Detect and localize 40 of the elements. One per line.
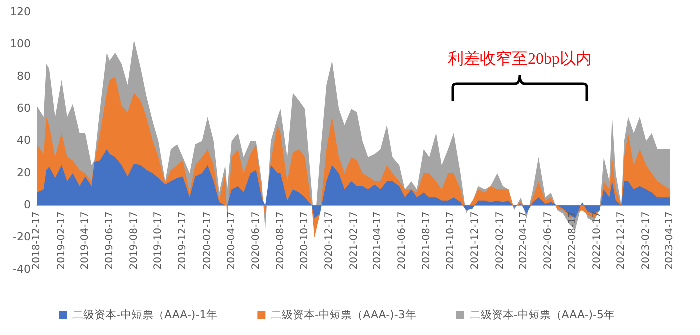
x-tick-label: 2019-06-17: [104, 212, 116, 270]
x-tick-label: 2021-04-17: [372, 212, 384, 270]
y-tick-label: 20: [16, 166, 31, 180]
y-tick-label: 0: [24, 198, 31, 212]
y-tick-label: -20: [13, 230, 31, 244]
y-tick-label: 100: [10, 38, 31, 51]
x-tick-label: 2020-06-17: [250, 212, 262, 270]
y-tick-label: -40: [13, 262, 31, 276]
x-tick-label: 2021-06-17: [396, 212, 408, 270]
annotation: 利差收窄至20bp以内: [448, 50, 592, 68]
x-tick-label: 2021-12-17: [470, 212, 482, 270]
x-tick-label: 2022-08-17: [567, 212, 578, 270]
x-tick-label: 2022-04-17: [518, 212, 530, 270]
x-tick-label: 2019-10-17: [153, 212, 164, 270]
x-tick-label: 2020-12-17: [324, 212, 336, 270]
x-tick-label: 2022-10-17: [592, 212, 603, 270]
y-tick-label: 80: [16, 70, 31, 83]
x-tick-label: 2019-04-17: [80, 212, 92, 270]
x-tick-label: 2021-02-17: [348, 212, 360, 270]
x-tick-label: 2018-12-17: [32, 212, 43, 270]
x-tick-label: 2021-08-17: [421, 212, 432, 270]
x-tick-label: 2020-04-17: [226, 212, 238, 270]
x-tick-label: 2020-10-17: [300, 212, 311, 270]
legend-label: 二级资本-中短票（AAA-)-1年: [72, 308, 218, 322]
x-tick-label: 2021-10-17: [446, 212, 457, 270]
x-tick-label: 2022-12-17: [616, 212, 628, 270]
x-tick-label: 2019-12-17: [178, 212, 189, 270]
x-tick-label: 2020-08-17: [275, 212, 286, 270]
legend-label: 二级资本-中短票（AAA-)-3年: [271, 308, 416, 322]
legend-label: 二级资本-中短票（AAA-)-5年: [470, 308, 615, 322]
x-tick-label: 2023-04-17: [664, 212, 676, 270]
x-tick-label: 2023-02-17: [640, 212, 652, 270]
x-tick-label: 2020-02-17: [202, 212, 214, 270]
x-tick-label: 2022-02-17: [494, 212, 506, 270]
y-tick-label: 40: [16, 134, 31, 148]
x-tick-label: 2022-06-17: [542, 212, 554, 270]
x-tick-label: 2019-08-17: [128, 212, 140, 270]
y-tick-label: 60: [16, 102, 31, 115]
y-tick-label: 120: [10, 5, 31, 18]
x-tick-label: 2019-02-17: [56, 212, 68, 270]
